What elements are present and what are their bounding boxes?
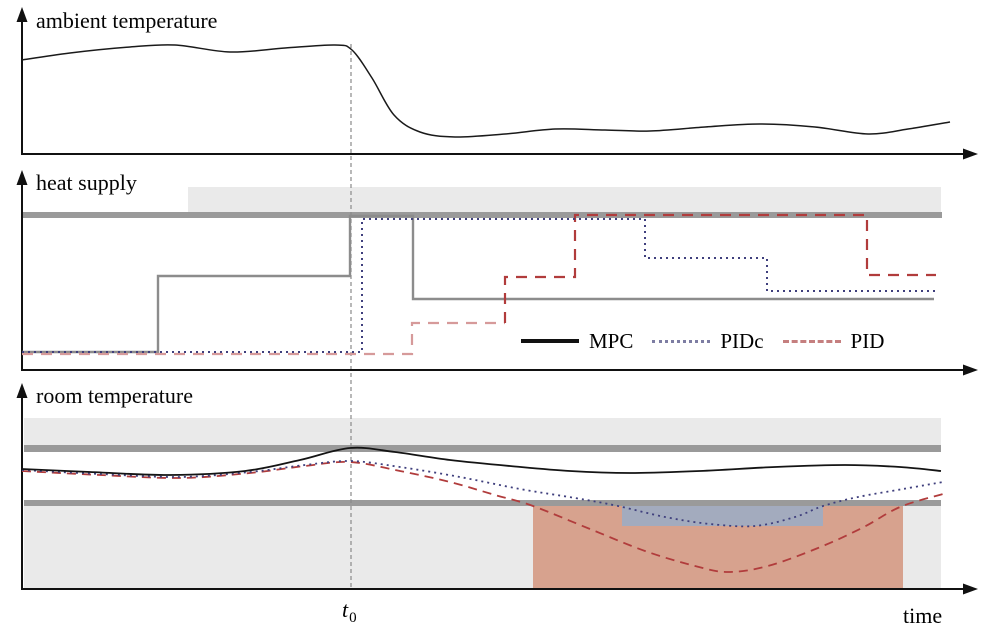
ambient-temperature-y-axis-arrow [16,7,28,22]
heat-supply-series-PID [503,213,936,323]
ambient-temperature-title: ambient temperature [36,8,218,33]
heat-supply-series-PID-early [22,321,505,356]
pid-line-swatch [782,339,841,343]
ambient-temperature-series-ambient [21,44,951,138]
legend-item-mpc: MPC [521,329,633,353]
heat-supply-max-capacity-line [22,212,942,218]
pidc-line-swatch [652,339,711,343]
room-temperature-series-PIDc [21,460,944,528]
room-temperature-series-PID [21,460,944,573]
legend-label-pidc: PIDc [720,329,764,353]
mpc-line-swatch [521,339,579,343]
heat-supply-max-capacity-band [188,187,941,212]
heat-supply-x-axis-arrow [963,364,978,376]
heat-supply-series-MPC [22,214,934,354]
time-axis-label: time [903,603,943,628]
legend-label-pid: PID [850,329,885,353]
t0-marker-label: t0 [342,597,357,626]
room-temperature-lower-comfort-bound [24,500,941,506]
room-temperature-upper-band [24,418,941,445]
legend-item-pid: PID [782,329,885,353]
room-temperature-upper-comfort-bound [24,445,941,452]
legend-item-pidc: PIDc [652,329,764,353]
room-temperature-x-axis-arrow [963,583,978,595]
room-temperature-title: room temperature [36,383,193,408]
heat-supply-title: heat supply [36,171,151,199]
ambient-temperature-x-axis-arrow [963,148,978,160]
legend-label-mpc: MPC [589,329,634,353]
room-temperature-pidc-violation-region [622,506,823,526]
room-temperature-y-axis-arrow [16,383,28,398]
heat-supply-series-PIDc [22,218,938,353]
legend: MPC PIDc PID [521,328,884,354]
room-temperature-series-MPC [21,446,942,476]
heat-supply-y-axis-arrow [16,170,28,185]
